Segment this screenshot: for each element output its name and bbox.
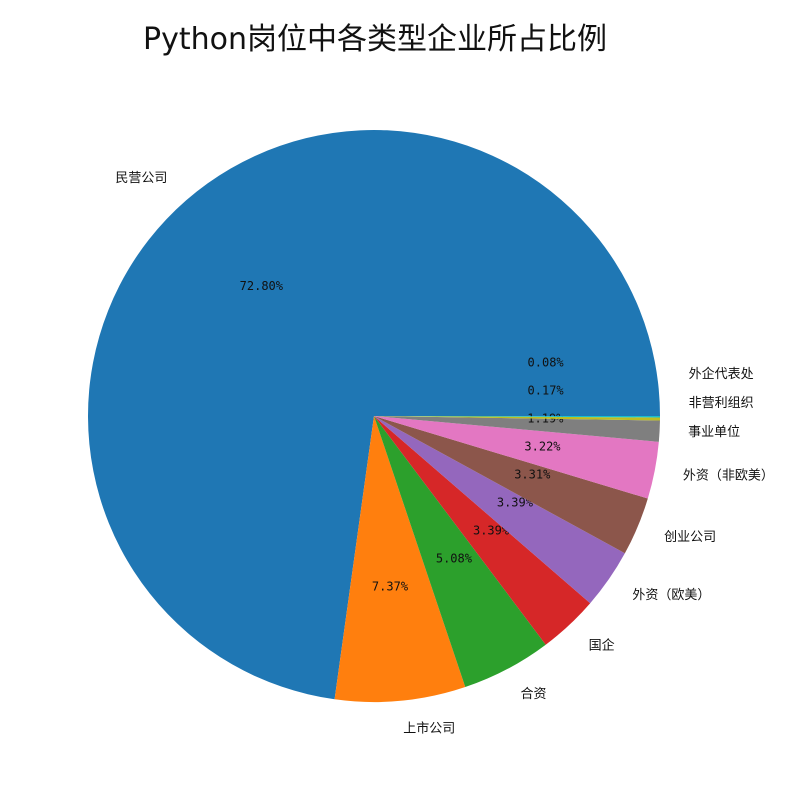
- pie-slice: [374, 416, 648, 554]
- slice-label: 事业单位: [688, 425, 740, 440]
- slice-percent-label: 3.39%: [473, 523, 510, 537]
- slice-label: 国企: [589, 638, 615, 654]
- slice-label: 上市公司: [403, 721, 455, 737]
- pie-slice: [334, 416, 466, 702]
- pie-slice: [374, 416, 546, 688]
- slice-percent-label: 7.37%: [372, 579, 409, 593]
- slice-percent-label: 3.22%: [524, 439, 561, 453]
- slice-label: 外企代表处: [689, 366, 754, 382]
- slice-percent-label: 5.08%: [436, 551, 473, 565]
- chart-title: Python岗位中各类型企业所占比例: [143, 22, 607, 57]
- pie-slice: [374, 416, 659, 499]
- slice-label: 创业公司: [664, 530, 716, 545]
- pie-slice: [374, 416, 625, 604]
- slice-label: 合资: [521, 687, 547, 702]
- pie-slice: [374, 416, 591, 645]
- pie-slice: [374, 416, 660, 418]
- slice-percent-label: 3.39%: [497, 495, 534, 509]
- slice-label: 非营利组织: [689, 396, 754, 411]
- slice-percent-label: 72.80%: [240, 279, 284, 293]
- slice-label: 民营公司: [115, 171, 167, 186]
- pie-slice: [374, 416, 660, 442]
- slice-percent-label: 0.17%: [528, 383, 565, 397]
- slice-percent-label: 3.31%: [514, 467, 551, 481]
- pie-slice: [374, 416, 660, 421]
- slice-label: 外资（欧美）: [632, 588, 710, 603]
- pie-slice: [87, 129, 660, 700]
- slice-label: 外资（非欧美）: [683, 468, 774, 483]
- slice-percent-label: 0.08%: [528, 355, 565, 369]
